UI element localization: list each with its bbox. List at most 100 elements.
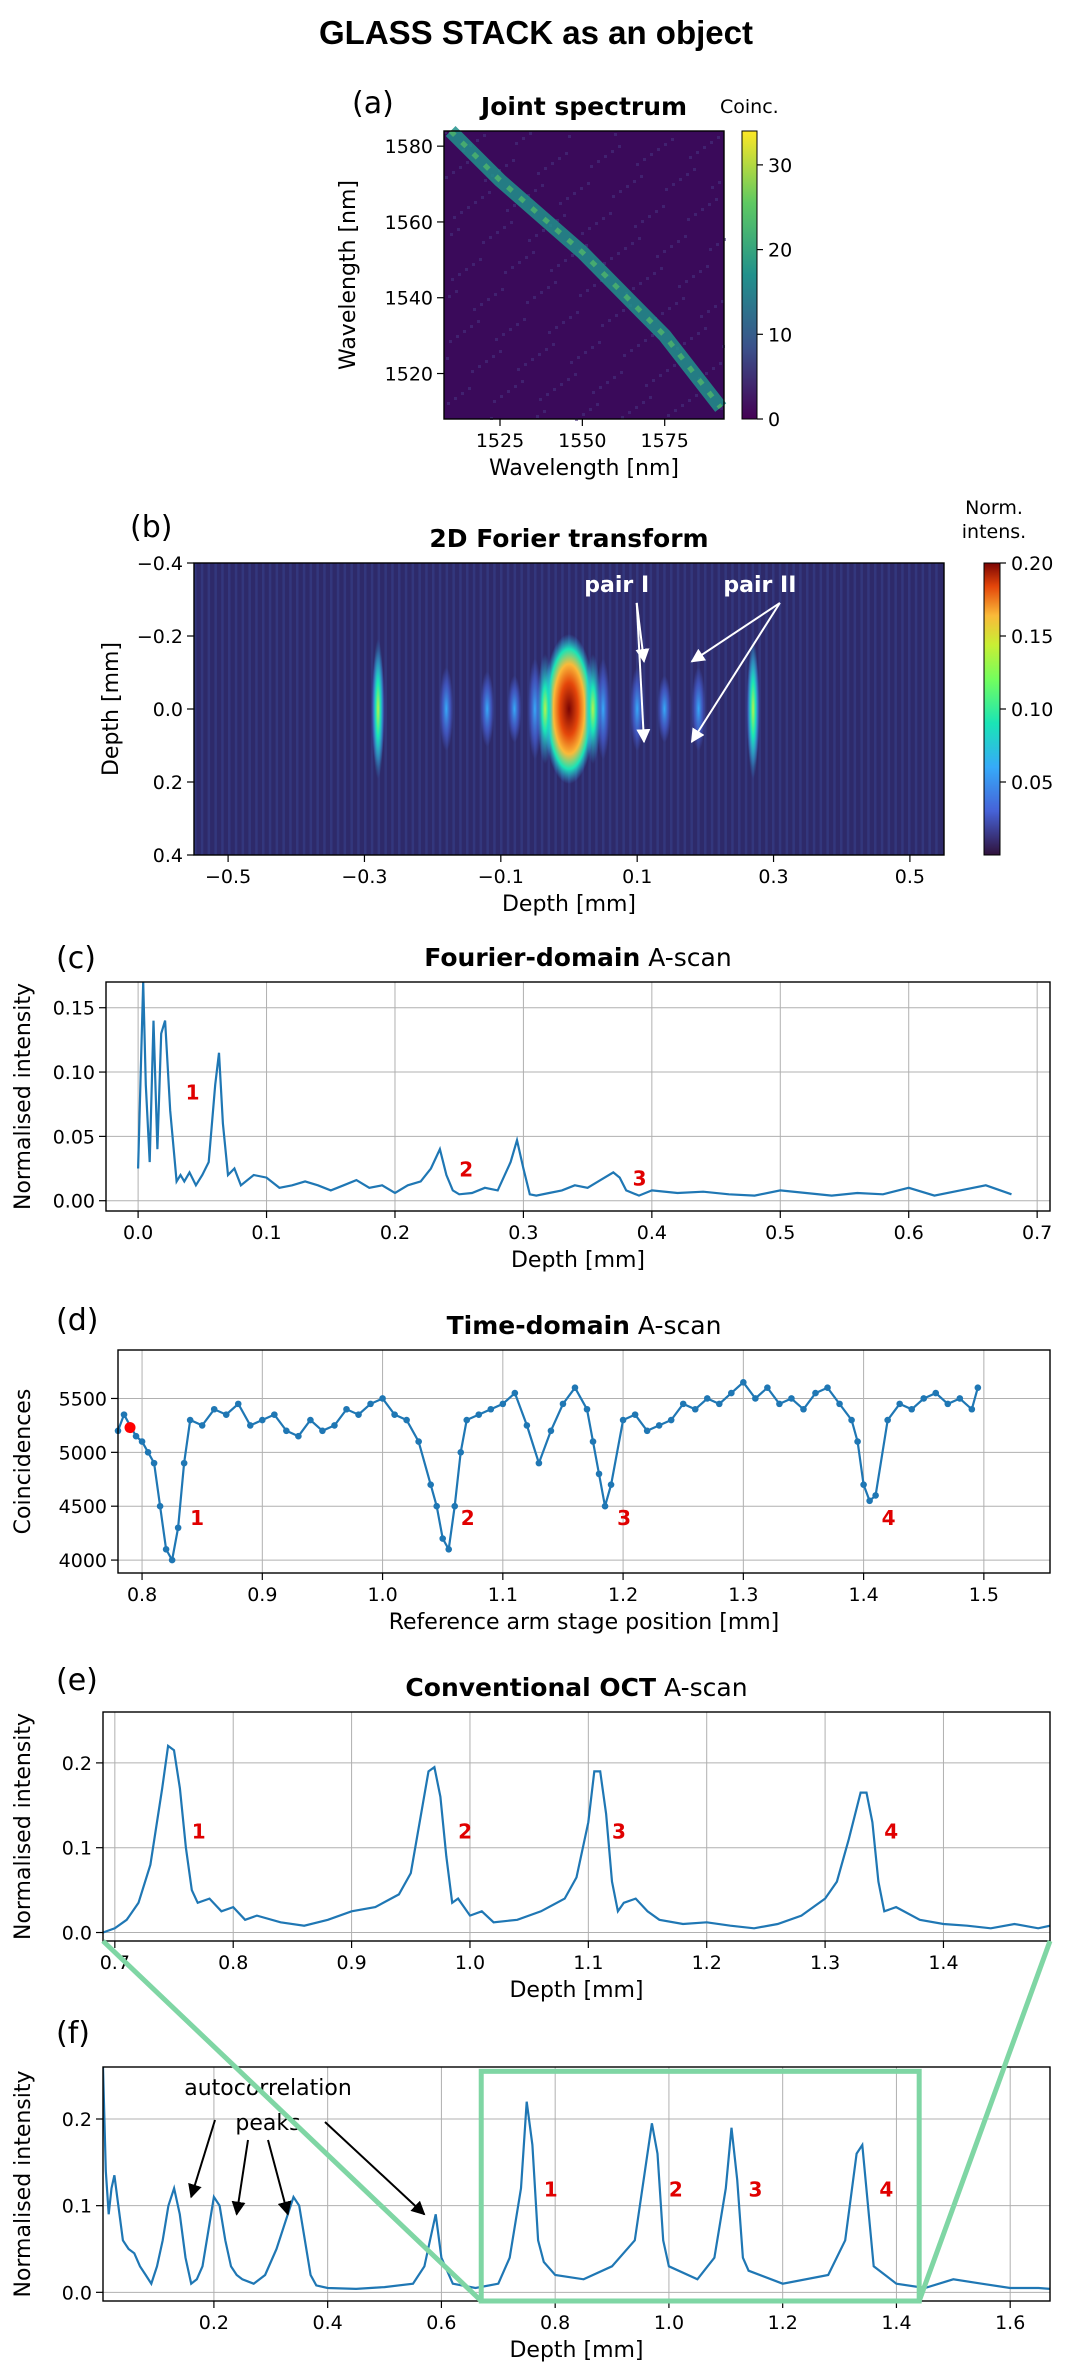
panel-c: (c) 0.0 0.1 0.2 0.3 0.4 0.5 0.6 0.7 0.00 0.05 0.10 0… — [11, 941, 1052, 1273]
panel-b: (b) 2D Forier transform −0.5 −0.3 −0.1 0.1 0.3… — [99, 497, 1053, 917]
heatmap-texture — [921, 563, 925, 855]
heatmap-texture — [452, 563, 455, 855]
data-point — [908, 1405, 916, 1413]
x-tick-label: −0.5 — [205, 866, 251, 888]
heatmap-noise — [461, 392, 464, 395]
heatmap-noise — [601, 324, 604, 327]
heatmap-noise — [524, 363, 527, 366]
panel-letter: (d) — [56, 1303, 98, 1338]
heatmap-texture — [241, 563, 245, 855]
data-point — [439, 1535, 446, 1542]
data-point — [475, 1411, 483, 1418]
heatmap-noise — [454, 397, 457, 400]
x-tick-label: 0.2 — [199, 2312, 229, 2334]
heatmap-noise — [666, 369, 669, 372]
heatmap-blob — [480, 671, 495, 747]
y-tick-label: 1520 — [385, 364, 433, 386]
heatmap-noise — [590, 165, 593, 168]
data-point — [451, 1502, 459, 1510]
peak-label: 1 — [190, 1506, 204, 1530]
heatmap-texture — [275, 563, 279, 855]
peak-label: 2 — [461, 1506, 475, 1530]
heatmap-noise — [529, 132, 532, 135]
heatmap-noise — [709, 248, 712, 251]
heatmap-noise — [545, 348, 548, 351]
heatmap-noise — [589, 408, 592, 411]
heatmap-noise — [456, 335, 459, 338]
data-point — [138, 1438, 146, 1445]
heatmap-texture — [724, 563, 727, 855]
panel-e: (e)0.7 0.8 0.9 1.0 1.1 1.2 1.3 1.40.00.10.2Dept… — [11, 1663, 1051, 2003]
heatmap-texture — [765, 563, 768, 855]
peak-label: 1 — [544, 2177, 558, 2201]
x-tick-label: 1.0 — [654, 2312, 684, 2334]
heatmap-noise — [609, 212, 612, 215]
data-point — [307, 1416, 314, 1424]
x-tick-label: 0.9 — [336, 1952, 366, 1974]
colorbar-tick-label: 0.10 — [1011, 699, 1053, 721]
heatmap-noise — [477, 320, 480, 323]
heatmap-texture — [874, 563, 877, 855]
series-line — [103, 2067, 1050, 2291]
heatmap-noise — [712, 367, 715, 370]
x-tick-label: 0.1 — [622, 866, 652, 888]
x-tick-label: 1575 — [641, 430, 689, 452]
y-axis-label: Coincidences — [11, 1389, 36, 1535]
x-tick-label: −0.1 — [478, 866, 524, 888]
data-point — [343, 1405, 350, 1413]
heatmap-noise — [514, 385, 517, 388]
heatmap-noise — [612, 195, 615, 198]
heatmap-texture — [894, 563, 897, 855]
heatmap-noise — [473, 308, 476, 311]
data-point — [403, 1416, 410, 1424]
heatmap-blob — [439, 667, 454, 751]
heatmap-noise — [527, 194, 530, 197]
colorbar — [983, 562, 1001, 856]
data-point — [120, 1411, 128, 1418]
heatmap-texture — [676, 563, 680, 855]
heatmap-noise — [610, 257, 613, 260]
data-point — [379, 1395, 386, 1402]
heatmap-texture — [493, 563, 496, 855]
heatmap-noise — [574, 373, 577, 376]
axes-frame — [102, 1711, 1051, 1942]
heatmap-noise — [516, 323, 519, 326]
heatmap-noise — [550, 269, 553, 272]
heatmap-texture — [343, 563, 347, 855]
heatmap-noise — [604, 155, 607, 158]
heatmap-noise — [587, 182, 590, 185]
x-axis-label: Reference arm stage position [mm] — [389, 1610, 780, 1635]
data-point — [180, 1459, 188, 1467]
data-point — [715, 1400, 723, 1408]
y-tick-label: 4000 — [59, 1550, 107, 1572]
heatmap-noise — [636, 163, 639, 166]
y-tick-label: 0.4 — [153, 845, 183, 867]
x-tick-label: 0.6 — [894, 1222, 924, 1244]
heatmap-noise — [694, 213, 697, 216]
heatmap-noise — [581, 232, 584, 235]
data-point — [415, 1438, 422, 1445]
annotation-line2: peaks — [235, 2111, 300, 2136]
zoom-box — [478, 2068, 922, 2304]
heatmap-noise — [703, 146, 706, 149]
heatmap-noise — [535, 234, 538, 237]
heatmap-noise — [653, 272, 656, 275]
data-point — [427, 1481, 434, 1488]
heatmap-noise — [536, 415, 539, 418]
panel-title-rest: A-scan — [640, 943, 731, 972]
heatmap-noise — [613, 376, 616, 379]
heatmap-noise — [534, 189, 537, 192]
x-tick-label: 0.5 — [895, 866, 925, 888]
heatmap-noise — [599, 386, 602, 389]
heatmap-noise — [513, 204, 516, 207]
x-tick-label: 0.8 — [540, 2312, 570, 2334]
annotation-label: pair II — [723, 573, 796, 598]
heatmap-texture — [731, 563, 734, 855]
heatmap-noise — [580, 187, 583, 190]
heatmap-texture — [194, 563, 197, 855]
panel-title-bold: Conventional OCT — [405, 1673, 656, 1702]
data-point — [511, 1389, 519, 1397]
heatmap-noise — [471, 370, 474, 373]
heatmap-texture — [404, 563, 408, 855]
heatmap-noise — [577, 356, 580, 359]
